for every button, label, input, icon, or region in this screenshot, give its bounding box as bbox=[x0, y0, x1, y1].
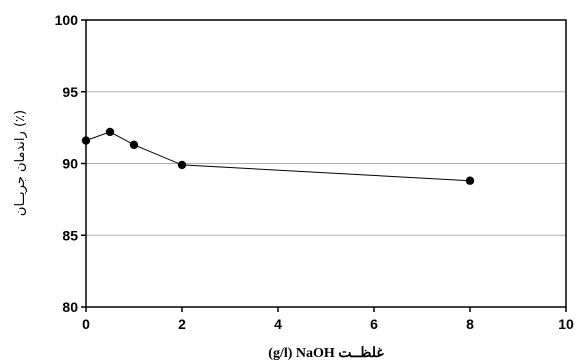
y-tick-label: 80 bbox=[62, 299, 78, 315]
series-line bbox=[85, 131, 471, 182]
x-tick-label: 0 bbox=[82, 316, 90, 332]
series-layer bbox=[81, 127, 475, 185]
y-tick-label: 100 bbox=[55, 12, 79, 28]
x-axis-label: (g/l) NaOH غلظــت bbox=[268, 346, 384, 361]
data-point bbox=[177, 160, 187, 170]
y-axis-ticks: 80 85 90 95 100 bbox=[55, 12, 86, 315]
data-point bbox=[129, 140, 139, 150]
data-point bbox=[105, 127, 115, 137]
x-tick-label: 2 bbox=[178, 316, 186, 332]
y-tick-label: 85 bbox=[62, 227, 78, 243]
x-tick-label: 10 bbox=[558, 316, 574, 332]
y-tick-label: 95 bbox=[62, 84, 78, 100]
x-tick-label: 6 bbox=[370, 316, 378, 332]
y-tick-label: 90 bbox=[62, 156, 78, 172]
data-point bbox=[465, 176, 475, 185]
x-tick-label: 8 bbox=[466, 316, 474, 332]
x-axis-ticks: 0 2 4 6 8 10 bbox=[82, 307, 574, 332]
gridlines bbox=[86, 91, 566, 236]
data-point bbox=[81, 136, 91, 145]
x-tick-label: 4 bbox=[274, 316, 282, 332]
y-axis-label: راندمان جریــان (٪) bbox=[13, 110, 28, 216]
